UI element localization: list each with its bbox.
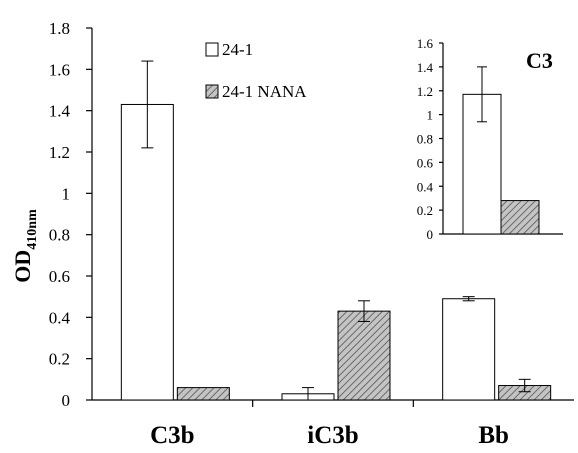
main-y-tick-label: 0.6: [49, 267, 70, 286]
category-label-bb: Bb: [478, 422, 509, 449]
category-label-ic3b: iC3b: [307, 422, 358, 449]
inset-y-ticks: 0 0.2 0.4 0.6 0.8 1 1.2 1.4 1.6: [417, 36, 443, 242]
main-bars: [120, 60, 552, 401]
legend-label-24-1-nana: 24-1 NANA: [222, 82, 307, 101]
main-y-tick-label: 0.8: [49, 226, 70, 245]
inset-y-tick-label: 1.2: [417, 84, 433, 99]
inset-y-tick-label: 0.8: [417, 132, 433, 147]
legend-swatch-24-1: [205, 42, 219, 57]
main-y-tick-label: 0.2: [49, 350, 70, 369]
legend-swatch-24-1-nana: [205, 84, 219, 99]
main-y-tick-label: 0.4: [49, 308, 71, 327]
legend: 24-1 24-1 NANA: [205, 40, 307, 101]
main-y-ticks: 0 0.2 0.4 0.6 0.8 1 1.2 1.4 1.6 1.8: [49, 19, 92, 410]
main-y-tick-label: 1.4: [49, 102, 71, 121]
inset-y-tick-label: 0.6: [417, 155, 434, 170]
main-y-tick-label: 0: [62, 391, 71, 410]
legend-label-24-1: 24-1: [222, 40, 253, 59]
bar-c3b-24-1: [120, 103, 174, 401]
bar-ic3b-24-1-nana: [337, 310, 391, 401]
inset-y-tick-label: 0.2: [417, 203, 433, 218]
main-y-tick-label: 1.2: [49, 143, 70, 162]
category-label-c3b: C3b: [150, 422, 194, 449]
bar-c3b-24-1-nana: [176, 387, 230, 401]
inset-y-tick-label: 1.6: [417, 36, 434, 51]
inset-y-tick-label: 0: [427, 227, 434, 242]
inset-y-tick-label: 1.4: [417, 60, 434, 75]
main-y-tick-label: 1.6: [49, 60, 70, 79]
main-y-tick-label: 1.8: [49, 19, 70, 38]
inset-bars: [462, 66, 540, 235]
inset-y-tick-label: 0.4: [417, 179, 434, 194]
main-category-labels: C3b iC3b Bb: [150, 422, 509, 449]
inset-y-tick-label: 1: [427, 108, 434, 123]
y-axis-label: OD410nm: [10, 209, 40, 283]
inset-title: C3: [526, 48, 553, 73]
inset-bar-24-1-nana: [500, 200, 540, 235]
bar-bb-24-1: [442, 298, 496, 401]
main-y-tick-label: 1: [62, 184, 71, 203]
